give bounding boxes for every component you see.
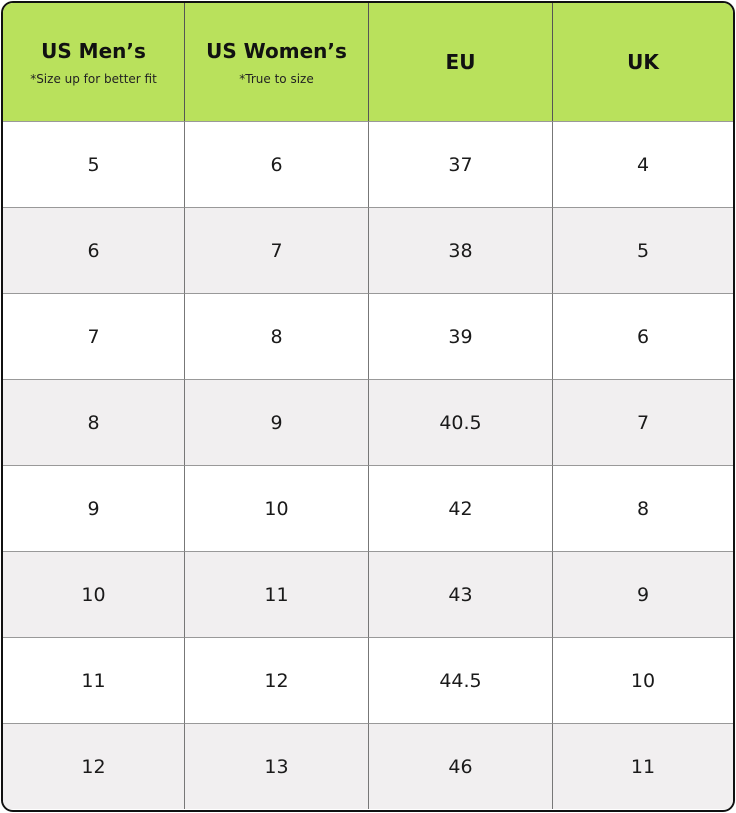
header-title: EU — [445, 50, 476, 74]
table-cell: 7 — [185, 207, 369, 293]
header-cell: EU — [369, 3, 553, 121]
table-cell: 9 — [553, 551, 733, 637]
header-subtitle: *True to size — [239, 71, 314, 86]
table-cell: 44.5 — [369, 637, 553, 723]
table-cell: 43 — [369, 551, 553, 637]
table-cell: 6 — [3, 207, 185, 293]
table-cell: 39 — [369, 293, 553, 379]
header-title: UK — [627, 50, 659, 74]
table-cell: 10 — [553, 637, 733, 723]
header-title: US Women’s — [206, 38, 347, 63]
table-cell: 11 — [3, 637, 185, 723]
header-cell: US Women’s *True to size — [185, 3, 369, 121]
table-cell: 9 — [3, 465, 185, 551]
header-subtitle: *Size up for better fit — [30, 71, 157, 86]
table-cell: 46 — [369, 723, 553, 809]
table-cell: 11 — [553, 723, 733, 809]
table-cell: 7 — [553, 379, 733, 465]
table-cell: 5 — [553, 207, 733, 293]
table-cell: 42 — [369, 465, 553, 551]
table-cell: 7 — [3, 293, 185, 379]
table-cell: 9 — [185, 379, 369, 465]
table-cell: 10 — [3, 551, 185, 637]
table-cell: 37 — [369, 121, 553, 207]
table-cell: 8 — [553, 465, 733, 551]
table-cell: 8 — [3, 379, 185, 465]
header-cell: UK — [553, 3, 733, 121]
table-cell: 11 — [185, 551, 369, 637]
table-cell: 10 — [185, 465, 369, 551]
table-cell: 5 — [3, 121, 185, 207]
table-cell: 6 — [553, 293, 733, 379]
table-cell: 4 — [553, 121, 733, 207]
header-cell: US Men’s *Size up for better fit — [3, 3, 185, 121]
header-title: US Men’s — [41, 38, 146, 63]
table-cell: 40.5 — [369, 379, 553, 465]
table-cell: 6 — [185, 121, 369, 207]
table-cell: 38 — [369, 207, 553, 293]
table-cell: 13 — [185, 723, 369, 809]
table-cell: 12 — [185, 637, 369, 723]
table-cell: 12 — [3, 723, 185, 809]
table-cell: 8 — [185, 293, 369, 379]
